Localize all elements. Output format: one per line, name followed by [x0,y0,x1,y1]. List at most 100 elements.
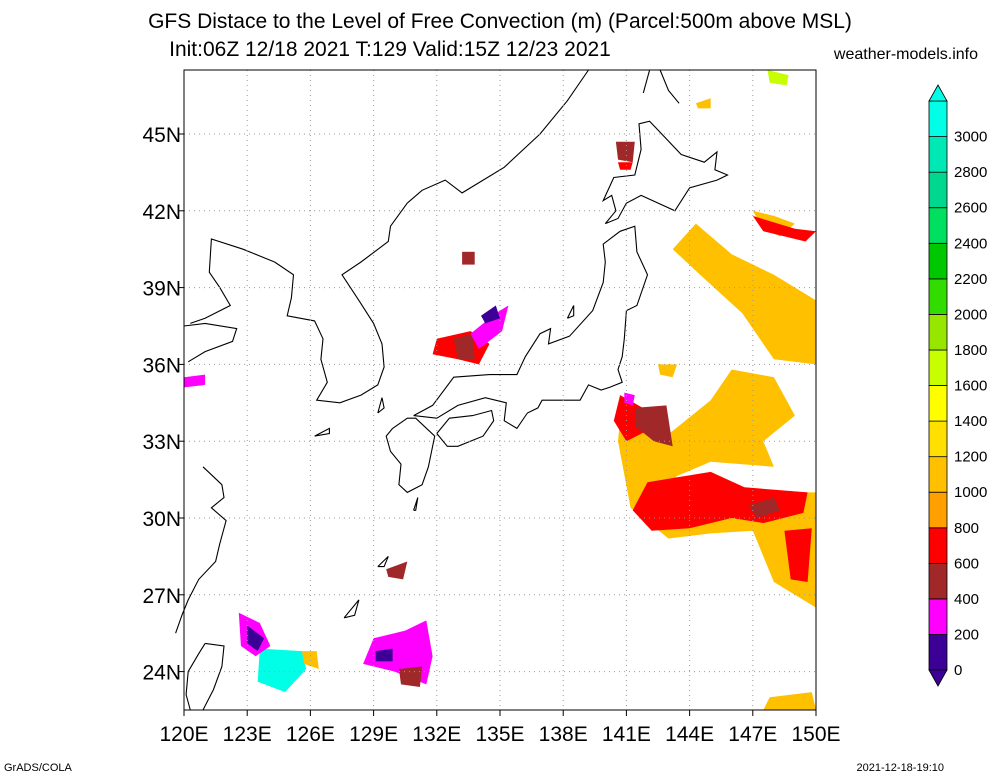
colorbar-swatch [928,136,948,173]
lfc-patch-10 [634,405,673,447]
lfc-patch-16 [481,305,500,324]
colorbar-swatch [928,456,948,493]
colorbar-label: 3000 [954,129,987,146]
coastline-hokkaido [601,120,729,225]
coastline-honshu [413,225,649,430]
lfc-patch-18 [257,648,307,693]
coastlines [175,69,729,711]
y-tick-label: 36N [142,354,181,377]
lfc-patch-6 [632,471,808,531]
lfc-patch-23 [375,648,393,662]
colorbar-label: 1000 [954,484,987,501]
y-tick-label: 45N [142,124,181,147]
lfc-patch-14 [453,333,475,360]
y-tick-label: 33N [142,431,181,454]
y-tick-label: 42N [142,201,181,224]
coastline-sakhalin-east [659,69,680,104]
coastline-sakhalin [642,69,651,94]
colorbar-swatch [928,242,948,280]
y-tick-label: 30N [142,508,181,531]
colorbar-swatch [928,207,948,244]
x-tick-label: 150E [791,723,840,746]
colorbar-label: 600 [954,555,979,572]
colorbar-label: 2000 [954,306,987,323]
lfc-patch-25 [386,561,408,580]
colorbar-swatch [928,349,948,386]
colorbar-label: 800 [954,520,979,537]
colorbar-label: 200 [954,626,979,643]
colorbar-swatch [928,171,948,209]
x-tick-label: 147E [728,723,777,746]
colorbar-swatch [928,491,948,529]
colorbar-label: 0 [954,662,962,679]
lfc-patch-9 [752,215,816,242]
colorbar-swatch [928,278,948,315]
coastline-shikoku [436,409,495,447]
colorbar-label: 1800 [954,342,987,359]
map-subtitle: Init:06Z 12/18 2021 T:129 Valid:15Z 12/2… [169,38,611,61]
x-tick-label: 138E [539,723,588,746]
colorbar-swatch [928,100,948,137]
site-credit: weather-models.info [833,46,978,63]
map-title: GFS Distace to the Level of Free Convect… [148,10,852,33]
latitude-axis: 24N 27N 30N 33N 36N 39N 42N 45N [142,124,184,685]
colorbar-swatch [928,634,948,671]
coastline-russia [406,69,589,204]
longitude-axis: 120E 123E 126E 129E 132E 135E 138E 141E 144E 147E… [159,710,841,746]
coastline-jeju [314,427,330,437]
lfc-patch-1 [643,369,795,480]
colorbar-under-arrow [928,669,948,687]
colorbar-label: 1600 [954,378,987,395]
coastline-sado [566,305,575,319]
coastline-taiwan [185,642,225,711]
colorbar-label: 2400 [954,235,987,252]
lfc-patch-29 [767,70,789,86]
colorbar-swatch [928,385,948,422]
coastline-korea [274,202,408,404]
x-tick-label: 144E [665,723,714,746]
x-tick-label: 126E [286,723,335,746]
colorbar-label: 2200 [954,271,987,288]
y-tick-label: 39N [142,278,181,301]
colorbar-swatch [928,598,948,635]
lfc-patch-26 [615,141,635,163]
colorbar-swatch [928,420,948,458]
y-tick-label: 27N [142,585,181,608]
y-tick-label: 24N [142,662,181,685]
lfc-patch-5 [658,364,677,378]
lfc-patch-0 [672,223,816,365]
lfc-patch-11 [748,497,781,518]
coastline-kyushu [385,417,436,494]
lfc-patch-8 [784,528,812,582]
coastline-china-south [175,466,227,634]
colorbar-swatch [928,313,948,351]
lfc-patch-28 [184,374,206,388]
lfc-patch-24 [398,666,423,687]
lfc-patch-30 [695,98,711,109]
lfc-patch-17 [462,251,475,265]
coastline-tsushima [377,397,385,414]
coastline-shandong [183,322,238,363]
lfc-patch-27 [618,162,633,170]
x-tick-label: 132E [412,723,461,746]
colorbar-label: 400 [954,591,979,608]
x-tick-label: 135E [475,723,524,746]
colorbar-swatch [928,527,948,564]
software-credit: GrADS/COLA [4,762,72,774]
coastline-amami [377,556,389,568]
lfc-patch-21 [247,625,265,652]
coastline-okinawa [343,599,360,619]
colorbar-swatch [928,562,948,600]
colorbar-label: 2800 [954,164,987,181]
coastline-tanegashima [413,497,419,511]
generation-timestamp: 2021-12-18-19:10 [856,762,944,774]
colorbar-label: 1400 [954,413,987,430]
colorbar-over-arrow [928,84,948,102]
colorbar-label: 2600 [954,200,987,217]
colorbar: 0 200 400 600 800 1000 1200 1400 1600 1800 2000 220… [928,84,987,687]
lfc-patch-3 [763,692,816,710]
lfc-patch-12 [624,392,635,406]
x-tick-label: 123E [223,723,272,746]
lat-lon-gridlines [184,70,816,710]
